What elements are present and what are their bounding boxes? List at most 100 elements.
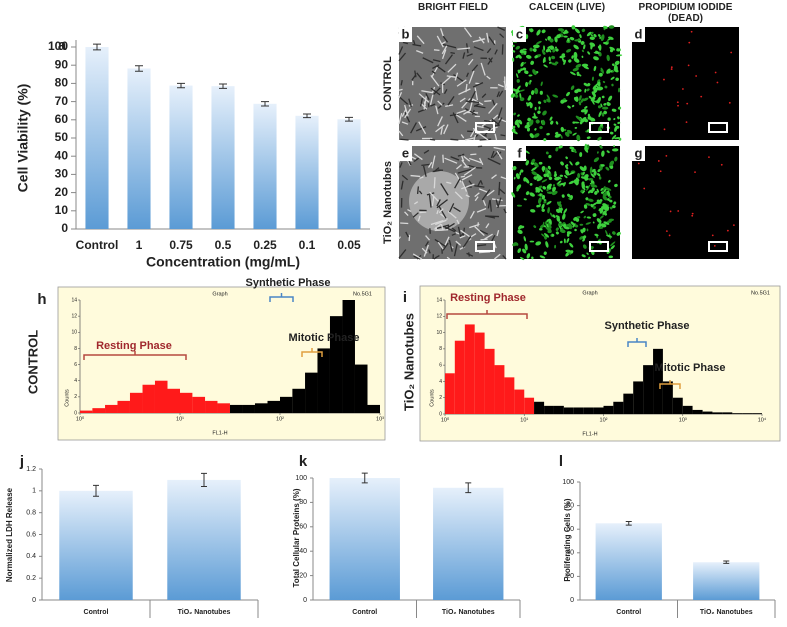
panel-letter: j — [19, 453, 24, 470]
histogram-bar — [464, 324, 475, 414]
cell-texture — [476, 244, 487, 247]
live-cell — [594, 233, 599, 237]
histogram-bar — [167, 388, 180, 413]
live-cell — [540, 224, 545, 229]
cell-texture — [503, 80, 507, 89]
live-cell — [520, 61, 524, 67]
live-cell — [529, 192, 535, 197]
live-cell — [607, 198, 610, 201]
cell-texture — [498, 181, 501, 196]
histogram-bar — [613, 401, 624, 414]
live-cell — [572, 149, 577, 154]
live-cell — [601, 191, 604, 194]
live-cell — [546, 191, 554, 194]
cell-texture — [486, 48, 492, 54]
cell-texture — [400, 138, 409, 141]
y-tick-label: 1.2 — [26, 466, 36, 473]
micrograph: f — [511, 143, 621, 261]
cell-texture — [446, 256, 451, 260]
live-cell — [596, 199, 601, 204]
y-tick-label: 0 — [32, 597, 36, 604]
y-tick-label: 0 — [439, 411, 442, 417]
live-cell — [560, 161, 564, 166]
live-cell — [609, 206, 613, 210]
micrograph: b — [398, 26, 507, 141]
y-tick-label: 14 — [436, 297, 442, 303]
live-cell — [570, 85, 575, 91]
cell-texture — [495, 199, 499, 206]
cell-texture — [461, 183, 475, 190]
live-cell — [587, 190, 591, 194]
dead-cell — [726, 229, 729, 232]
cell-texture — [488, 57, 493, 63]
live-cell — [512, 44, 515, 48]
live-cell — [597, 105, 602, 109]
y-tick-label: 0 — [74, 410, 77, 416]
cell-texture — [417, 215, 421, 222]
cell-texture — [496, 91, 500, 98]
cell-texture — [433, 167, 440, 173]
panel-letter-bg — [399, 146, 412, 161]
panel-letter-bg — [399, 27, 412, 42]
side-label: TiO₂ Nanotubes — [401, 313, 416, 411]
cell-texture — [404, 111, 411, 123]
live-cell — [548, 56, 551, 62]
y-tick-label: 20 — [566, 573, 574, 580]
live-cell — [594, 190, 598, 195]
histogram-bar — [342, 300, 355, 413]
live-cell — [549, 212, 554, 218]
histogram-bar — [752, 413, 762, 414]
live-cell — [568, 171, 575, 176]
cell-texture — [488, 36, 496, 46]
live-cell — [559, 182, 566, 186]
live-cell — [555, 131, 559, 135]
cell-texture — [474, 185, 485, 188]
graph-header: Graph — [212, 291, 227, 297]
live-cell — [613, 123, 617, 126]
cell-texture — [428, 194, 432, 208]
panel-letter: l — [559, 453, 563, 470]
cell-texture — [456, 79, 467, 87]
cell-texture — [402, 41, 409, 45]
cell-texture — [436, 209, 439, 215]
dead-cell — [677, 210, 680, 212]
cell-texture — [461, 98, 471, 109]
cell-texture — [414, 70, 417, 78]
cell-texture — [455, 231, 463, 236]
live-cell — [601, 150, 605, 157]
live-cell — [592, 221, 595, 224]
cell-texture — [440, 127, 443, 135]
live-cell — [533, 112, 536, 119]
cell-texture — [494, 253, 501, 260]
histogram-bar — [367, 404, 380, 413]
panel-letter: a — [58, 37, 67, 54]
live-cell — [607, 117, 611, 121]
live-cell — [581, 181, 585, 186]
histogram-bar — [180, 392, 193, 413]
cell-texture — [438, 206, 447, 219]
live-cell — [598, 34, 601, 37]
live-cell — [543, 99, 547, 103]
cell-texture — [398, 236, 402, 240]
live-cell — [566, 91, 571, 97]
histogram-bar — [454, 340, 465, 414]
live-cell — [600, 164, 605, 167]
live-cell — [543, 173, 548, 178]
cell-texture — [413, 201, 419, 205]
live-cell — [517, 229, 523, 234]
cell-texture — [474, 87, 479, 101]
live-cell — [539, 126, 543, 130]
live-cell — [559, 174, 564, 177]
y-tick-label: 90 — [55, 57, 69, 71]
live-cell — [525, 150, 530, 154]
cell-texture — [407, 208, 412, 213]
cell-texture — [442, 43, 457, 49]
live-cell — [541, 195, 546, 200]
y-tick-label: 50 — [55, 130, 69, 144]
live-cell — [585, 185, 589, 189]
cell-texture — [433, 177, 436, 189]
cell-texture — [462, 227, 466, 236]
bar — [595, 523, 662, 600]
live-cell — [600, 103, 603, 108]
live-cell — [597, 79, 601, 83]
